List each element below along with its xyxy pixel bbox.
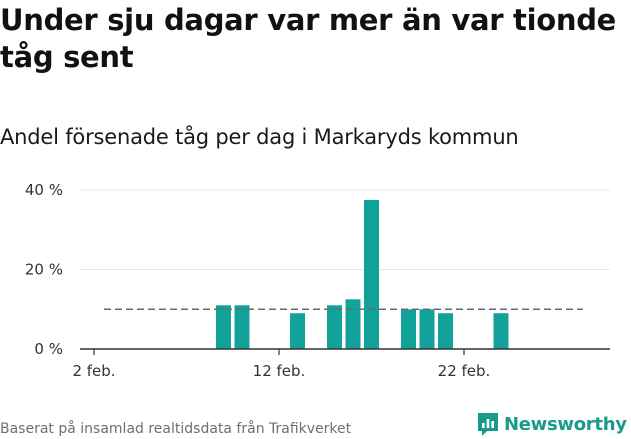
y-tick-label: 40 % — [25, 181, 63, 199]
bar — [401, 309, 416, 349]
chart-subtitle: Andel försenade tåg per dag i Markaryds … — [0, 125, 519, 149]
chart-title: Under sju dagar var mer än var tionde tå… — [0, 3, 617, 74]
newsworthy-logo-icon — [478, 413, 498, 436]
bar — [290, 313, 305, 349]
x-tick-label: 22 feb. — [438, 362, 491, 380]
bar — [234, 305, 250, 349]
x-axis: 2 feb. 12 feb. 22 feb. — [72, 348, 610, 380]
y-tick-label: 0 % — [34, 340, 63, 358]
x-tick-label: 2 feb. — [72, 362, 115, 380]
newsworthy-logo-text: Newsworthy — [504, 413, 627, 435]
bar — [364, 199, 379, 349]
newsworthy-logo[interactable]: Newsworthy — [476, 409, 627, 439]
y-tick-labels: 0 % 20 % 40 % — [25, 181, 63, 358]
gridlines — [80, 189, 610, 270]
bars — [216, 199, 509, 349]
source-note: Baserat på insamlad realtidsdata från Tr… — [0, 421, 352, 437]
x-tick-label: 12 feb. — [253, 362, 306, 380]
bar — [327, 305, 342, 349]
bar — [493, 313, 509, 349]
bar — [345, 299, 361, 349]
bar-chart: 0 % 20 % 40 % 2 feb. 12 feb. 22 feb. — [25, 181, 610, 380]
bar — [438, 313, 453, 349]
y-tick-label: 20 % — [25, 261, 63, 279]
bar — [216, 305, 231, 349]
bar — [419, 309, 435, 349]
